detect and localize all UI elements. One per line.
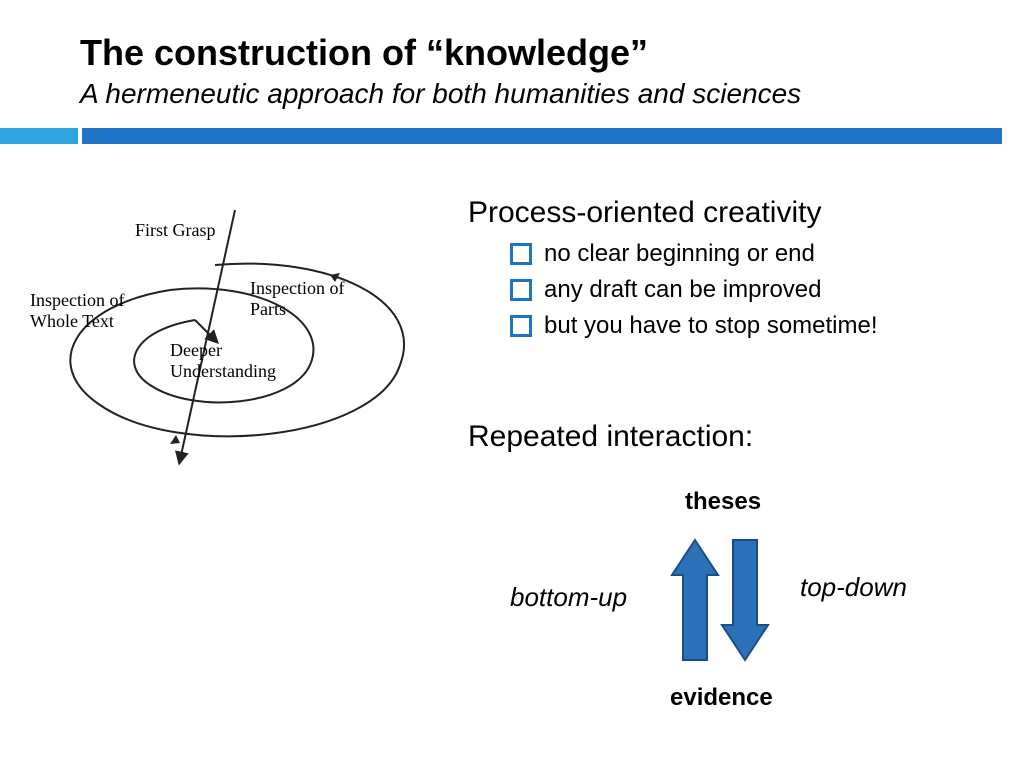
bullet-box-icon <box>510 243 532 265</box>
spiral-svg <box>30 190 440 480</box>
bullet-text: any draft can be improved <box>544 276 822 304</box>
bullet-box-icon <box>510 279 532 301</box>
bullet-text: no clear beginning or end <box>544 240 815 268</box>
bullet-list: no clear beginning or end any draft can … <box>510 240 980 348</box>
spiral-label-deeper: Deeper Understanding <box>170 340 276 381</box>
heading-repeated-interaction: Repeated interaction: <box>468 420 753 454</box>
label-top-down: top-down <box>800 572 907 603</box>
accent-bar-seg-main <box>82 128 1002 144</box>
hermeneutic-spiral-diagram: First Grasp Inspection of Parts Inspecti… <box>30 190 440 480</box>
spiral-label-inspection-parts: Inspection of Parts <box>250 278 344 319</box>
bullet-text: but you have to stop sometime! <box>544 312 878 340</box>
slide-title: The construction of “knowledge” <box>80 32 648 74</box>
bullet-item: any draft can be improved <box>510 276 980 304</box>
slide-subtitle: A hermeneutic approach for both humaniti… <box>80 78 801 110</box>
spiral-label-inspection-whole: Inspection of Whole Text <box>30 290 124 331</box>
arrow-up-icon <box>672 540 718 660</box>
heading-process-creativity: Process-oriented creativity <box>468 196 821 230</box>
slide: The construction of “knowledge” A hermen… <box>0 0 1024 768</box>
label-bottom-up: bottom-up <box>510 582 627 613</box>
bullet-item: no clear beginning or end <box>510 240 980 268</box>
spiral-label-first-grasp: First Grasp <box>135 220 216 241</box>
label-theses: theses <box>685 488 761 516</box>
accent-bar-seg-light <box>0 128 78 144</box>
arrow-down-icon <box>722 540 768 660</box>
bullet-box-icon <box>510 315 532 337</box>
label-evidence: evidence <box>670 684 773 712</box>
interaction-arrows <box>660 530 780 670</box>
bullet-item: but you have to stop sometime! <box>510 312 980 340</box>
